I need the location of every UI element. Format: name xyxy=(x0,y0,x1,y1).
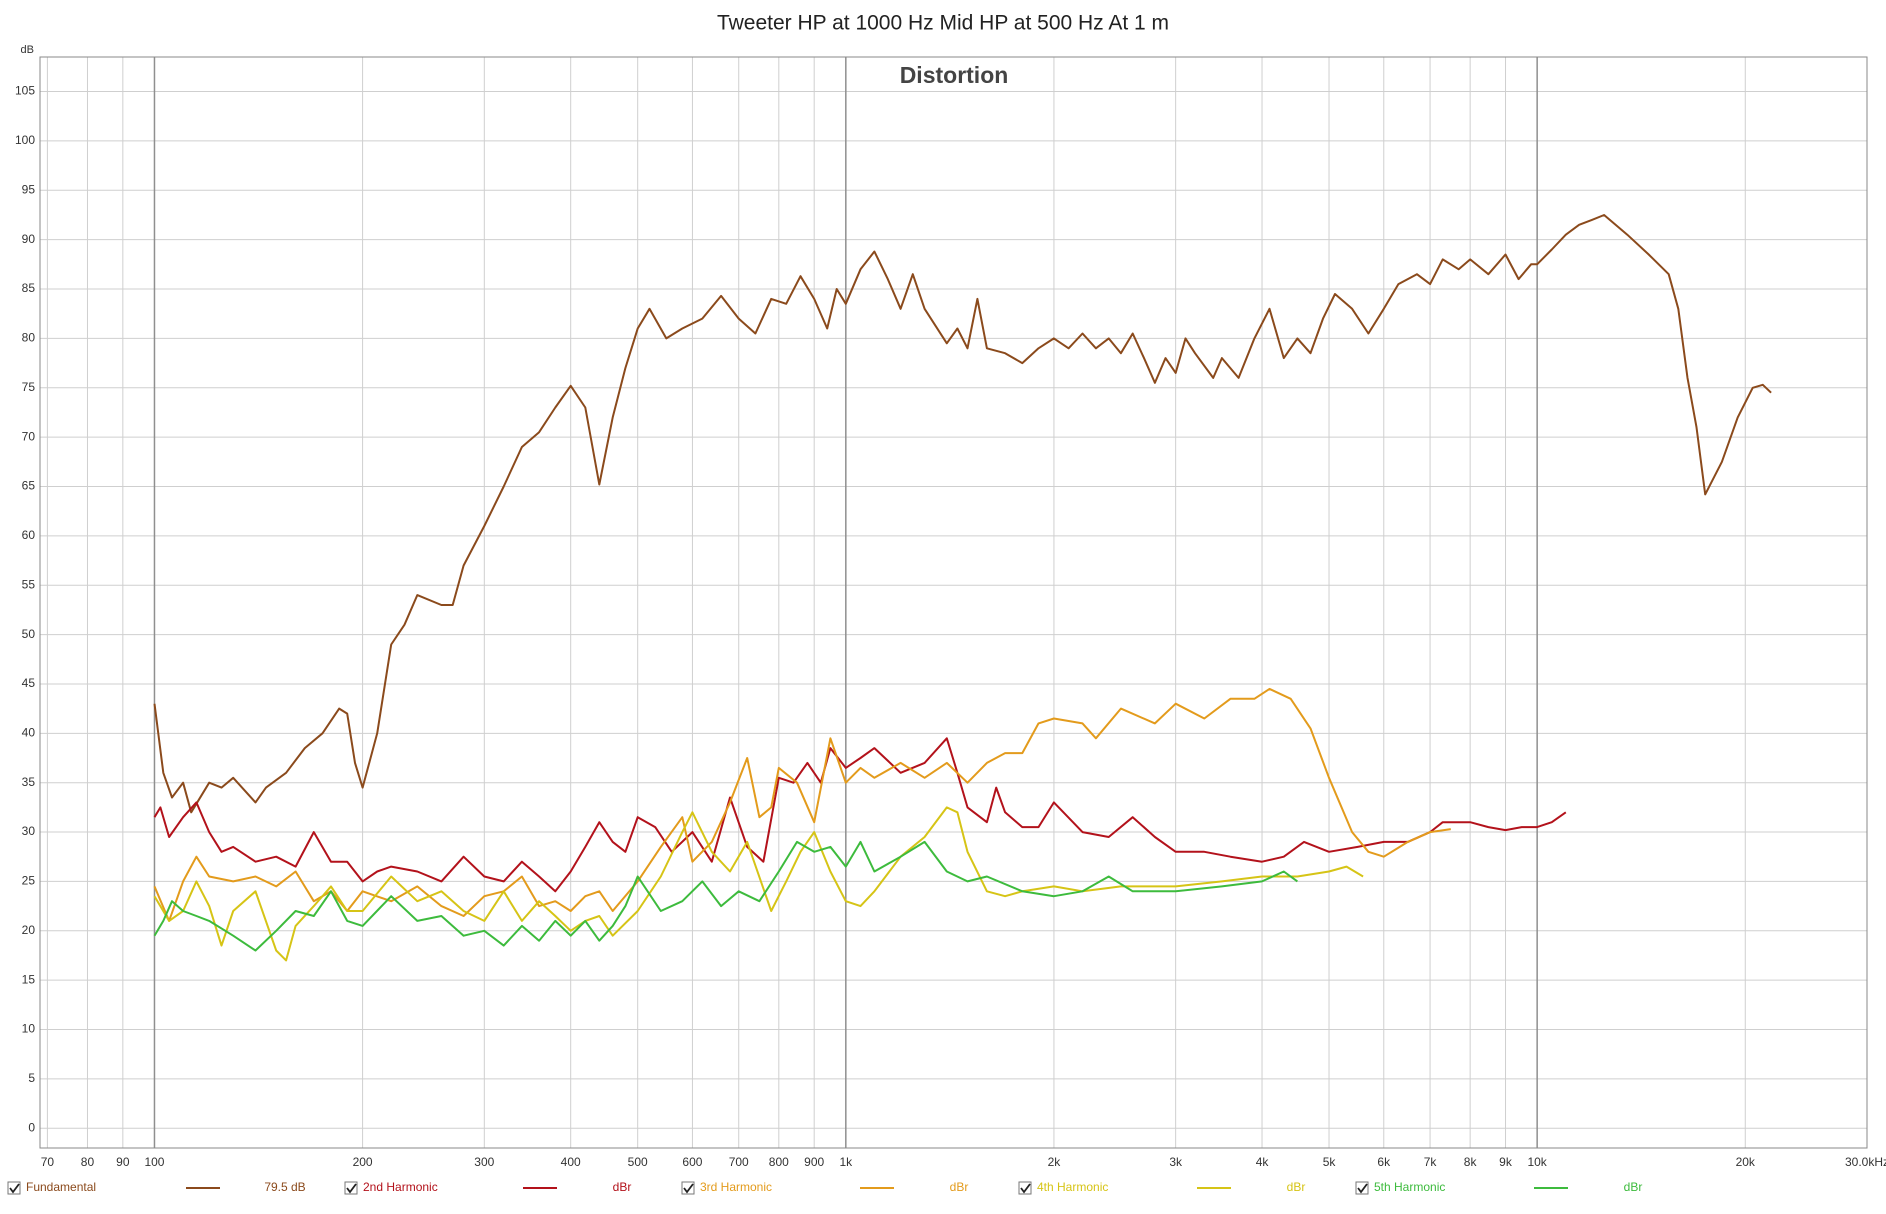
y-tick-label: 20 xyxy=(22,923,36,937)
y-tick-label: 100 xyxy=(15,133,35,147)
plot-frame xyxy=(39,56,1868,1149)
x-tick-label: 9k xyxy=(1499,1155,1513,1169)
legend: Fundamental 79.5 dB 2nd Harmonic dBr 3rd Har… xyxy=(7,1180,1643,1195)
x-tick-label: 6k xyxy=(1377,1155,1391,1169)
legend-checkbox xyxy=(681,1181,695,1195)
x-tick-label: 900 xyxy=(804,1155,824,1169)
legend-checkmark xyxy=(9,1183,20,1194)
x-tick-label: 400 xyxy=(561,1155,581,1169)
y-axis-label: dB xyxy=(21,44,34,56)
legend-label: 2nd Harmonic xyxy=(363,1180,438,1194)
legend-value: dBr xyxy=(613,1180,632,1194)
series-line xyxy=(153,737,1567,893)
legend-label: Fundamental xyxy=(26,1180,96,1194)
y-tick-label: 30 xyxy=(22,824,36,838)
legend-checkmark xyxy=(346,1183,357,1194)
x-tick-label: 20k xyxy=(1736,1155,1756,1169)
y-tick-label: 40 xyxy=(22,725,36,739)
legend-checkmark xyxy=(683,1183,694,1194)
x-tick-label: 700 xyxy=(729,1155,749,1169)
x-tick-label: 5k xyxy=(1323,1155,1337,1169)
legend-checkbox xyxy=(1018,1181,1032,1195)
y-tick-label: 60 xyxy=(22,528,36,542)
y-tick-label: 90 xyxy=(22,232,36,246)
legend-entry: Fundamental 79.5 dB xyxy=(7,1180,306,1195)
y-tick-label: 55 xyxy=(22,577,36,591)
legend-checkmark xyxy=(1020,1183,1031,1194)
series-line xyxy=(153,687,1451,922)
legend-entry: 4th Harmonic dBr xyxy=(1018,1180,1306,1195)
x-tick-label: 300 xyxy=(474,1155,494,1169)
y-tick-label: 45 xyxy=(22,676,36,690)
y-tick-label: 0 xyxy=(28,1120,35,1134)
x-tick-label: 1k xyxy=(839,1155,853,1169)
x-tick-label: 100 xyxy=(144,1155,164,1169)
y-tick-label: 50 xyxy=(22,627,36,641)
x-tick-label: 70 xyxy=(41,1155,55,1169)
legend-checkbox xyxy=(1355,1181,1369,1195)
x-tick-label: 800 xyxy=(769,1155,789,1169)
y-tick-label: 95 xyxy=(22,182,36,196)
legend-value: 79.5 dB xyxy=(264,1180,305,1194)
legend-value: dBr xyxy=(1624,1180,1643,1194)
legend-checkmark xyxy=(1357,1183,1368,1194)
x-tick-label: 8k xyxy=(1464,1155,1478,1169)
plot-lines xyxy=(153,214,1772,962)
x-tick-label: 10k xyxy=(1527,1155,1547,1169)
x-tick-label: 7k xyxy=(1424,1155,1438,1169)
y-tick-label: 65 xyxy=(22,479,36,493)
x-tick-label: 200 xyxy=(353,1155,373,1169)
x-tick-label: 80 xyxy=(81,1155,95,1169)
y-tick-label: 105 xyxy=(15,84,35,98)
x-tick-label: 4k xyxy=(1256,1155,1270,1169)
y-tick-label: 10 xyxy=(22,1022,36,1036)
y-tick-label: 5 xyxy=(28,1071,35,1085)
chart-title: Tweeter HP at 1000 Hz Mid HP at 500 Hz A… xyxy=(717,12,1169,35)
legend-value: dBr xyxy=(950,1180,969,1194)
x-tick-label: 90 xyxy=(116,1155,130,1169)
legend-value: dBr xyxy=(1287,1180,1306,1194)
legend-checkbox xyxy=(7,1181,21,1195)
legend-checkbox xyxy=(344,1181,358,1195)
y-tick-label: 70 xyxy=(22,429,36,443)
y-tick-label: 85 xyxy=(22,281,36,295)
x-tick-label: 600 xyxy=(682,1155,702,1169)
legend-label: 3rd Harmonic xyxy=(700,1180,772,1194)
series-line xyxy=(153,840,1298,952)
x-tick-label: 3k xyxy=(1169,1155,1183,1169)
y-tick-label: 75 xyxy=(22,380,36,394)
series-line xyxy=(153,214,1772,814)
annotation: Distortion xyxy=(900,62,1009,88)
x-tick-label: 2k xyxy=(1048,1155,1062,1169)
legend-entry: 5th Harmonic dBr xyxy=(1355,1180,1643,1195)
legend-label: 4th Harmonic xyxy=(1037,1180,1108,1194)
y-tick-label: 25 xyxy=(22,874,36,888)
grid: 0 5 10 15 20 25 30 35 40 45 50 55 60 65 70 75 80 85 90 95 10… xyxy=(15,57,1886,1169)
x-tick-label: 30.0kHz xyxy=(1845,1155,1886,1169)
y-tick-label: 15 xyxy=(22,972,36,986)
x-tick-label: 500 xyxy=(628,1155,648,1169)
y-tick-label: 35 xyxy=(22,775,36,789)
legend-entry: 3rd Harmonic dBr xyxy=(681,1180,969,1195)
y-tick-label: 80 xyxy=(22,331,36,345)
legend-label: 5th Harmonic xyxy=(1374,1180,1445,1194)
legend-entry: 2nd Harmonic dBr xyxy=(344,1180,632,1195)
